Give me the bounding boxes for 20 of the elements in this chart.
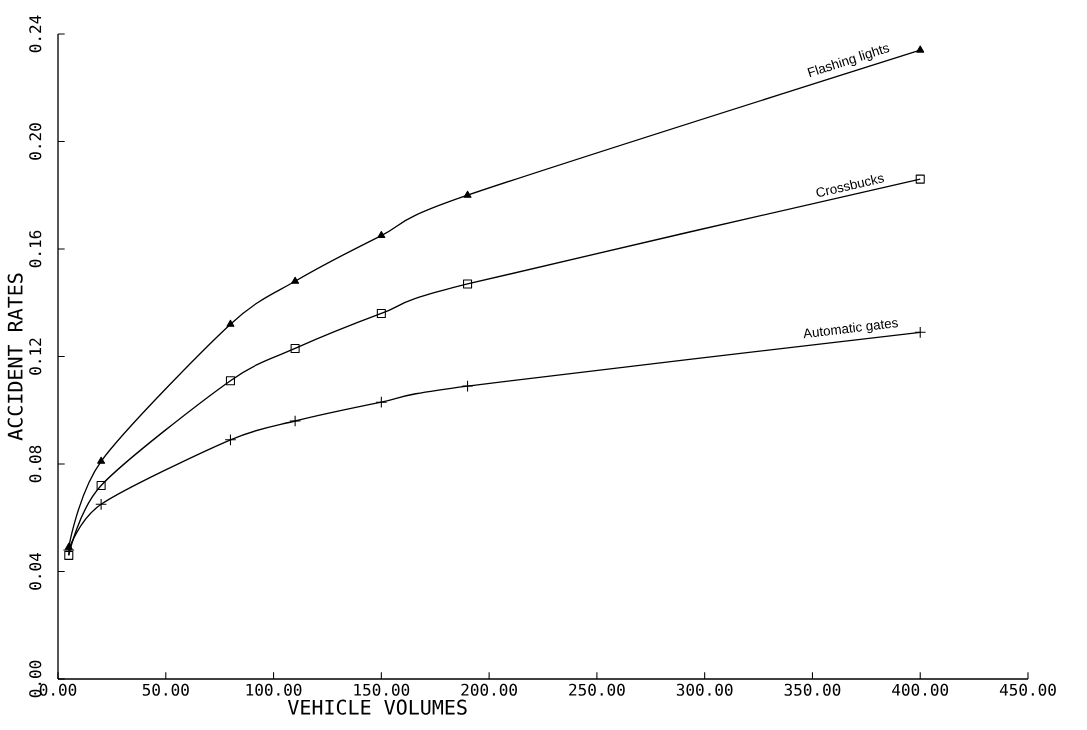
text: Automatic gates: [803, 320, 898, 339]
x-tick-label: 150.00: [354, 683, 410, 696]
text: Crossbucks: [816, 175, 884, 197]
y-axis-title: ACCIDENT RATES: [7, 273, 23, 441]
x-tick-label: 350.00: [784, 683, 841, 696]
y-tick-label: 0.16: [29, 230, 42, 268]
y-tick-label: 0.24: [29, 15, 42, 53]
x-tick-label: 50.00: [142, 683, 189, 696]
x-tick-label: 450.00: [999, 683, 1056, 696]
x-tick-label: 300.00: [676, 683, 733, 696]
y-tick-label: 0.12: [29, 338, 42, 375]
x-tick-label: 400.00: [892, 683, 949, 696]
text: Flashing lights: [807, 45, 890, 78]
y-tick-label: 0.08: [29, 445, 42, 483]
x-axis-title: VEHICLE VOLUMES: [287, 699, 467, 715]
y-tick-label: 0.20: [29, 123, 42, 160]
x-tick-label: 200.00: [461, 683, 517, 696]
x-tick-label: 250.00: [569, 683, 625, 696]
y-tick-label: 0.04: [29, 552, 42, 590]
x-tick-label: 100.00: [246, 683, 302, 696]
